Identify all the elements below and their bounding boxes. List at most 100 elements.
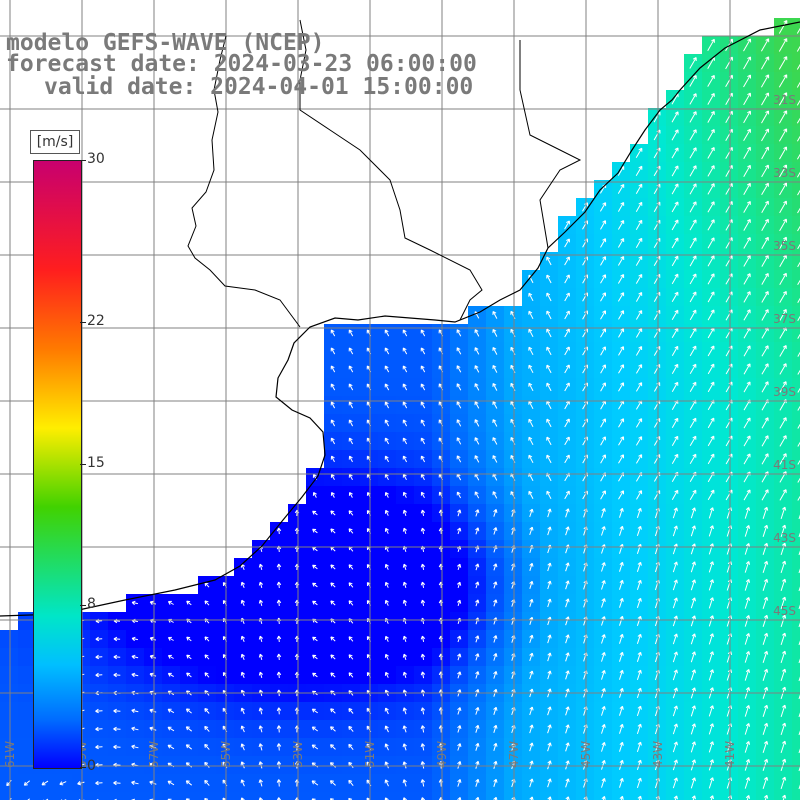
wind-arrow (348, 491, 353, 498)
wind-arrow (707, 255, 715, 267)
wind-arrow (617, 220, 625, 230)
wind-arrow (635, 255, 643, 266)
wind-arrow (348, 365, 354, 373)
wind-arrow (689, 363, 697, 375)
wind-arrow (493, 509, 498, 517)
wind-arrow (311, 780, 319, 786)
wind-arrow (797, 369, 800, 375)
wind-arrow (384, 527, 389, 534)
wind-arrow (204, 708, 210, 714)
colorbar-tickmark (80, 464, 86, 465)
wind-arrow (708, 525, 714, 537)
wind-arrow (456, 455, 462, 463)
wind-arrow (672, 669, 678, 681)
speed-cell (792, 36, 800, 55)
wind-arrow (258, 779, 263, 787)
wind-arrow (672, 723, 678, 735)
wind-arrow (672, 705, 678, 717)
wind-arrow (601, 580, 606, 590)
wind-arrow (240, 743, 245, 751)
wind-arrow (565, 526, 570, 536)
wind-arrow (707, 435, 715, 447)
wind-arrow (796, 117, 800, 124)
wind-arrow (708, 597, 714, 609)
wind-arrow (529, 724, 534, 734)
wind-arrow (671, 489, 679, 500)
speed-cell (144, 792, 163, 800)
wind-arrow (601, 760, 606, 770)
wind-arrow (743, 164, 751, 177)
wind-arrow (601, 724, 606, 734)
speed-cell (522, 792, 541, 800)
wind-arrow (564, 418, 570, 428)
wind-arrow (474, 365, 480, 373)
wind-arrow (420, 779, 426, 787)
speed-cell (792, 468, 800, 487)
wind-arrow (779, 164, 788, 178)
colorbar-unit: [m/s] (30, 130, 80, 154)
wind-arrow (796, 99, 800, 106)
speed-cell (792, 594, 800, 613)
wind-arrow (24, 798, 31, 800)
wind-arrow (565, 724, 570, 734)
wind-arrow (707, 201, 715, 213)
wind-arrow (186, 672, 192, 678)
speed-cell (792, 144, 800, 163)
wind-arrow (689, 165, 697, 177)
wind-arrow (492, 328, 498, 337)
speed-cell (792, 378, 800, 397)
wind-arrow (796, 45, 800, 52)
wind-arrow (547, 562, 552, 572)
wind-arrow (635, 183, 643, 195)
wind-arrow (744, 777, 751, 789)
wind-arrow (348, 528, 354, 534)
wind-arrow (601, 526, 606, 536)
wind-arrow (240, 581, 245, 588)
wind-arrow (689, 237, 697, 249)
wind-arrow (636, 615, 642, 626)
wind-arrow (95, 636, 103, 642)
wind-arrow (456, 635, 462, 643)
wind-arrow (329, 780, 336, 786)
wind-arrow (258, 743, 263, 751)
wind-arrow (348, 437, 354, 445)
wind-arrow (456, 347, 462, 355)
colorbar-tick-label: 22 (87, 313, 105, 329)
wind-arrow (761, 381, 769, 393)
wind-arrow (779, 381, 787, 393)
wind-arrow (204, 725, 210, 732)
wind-arrow (672, 615, 678, 627)
speed-cell (18, 738, 37, 757)
speed-cell (684, 792, 703, 800)
wind-arrow (707, 92, 715, 105)
wind-arrow (547, 670, 552, 680)
wind-arrow (618, 436, 625, 446)
speed-cell (342, 792, 361, 800)
wind-arrow (547, 580, 552, 590)
wind-arrow (636, 633, 642, 644)
latitude-label: 39S (773, 385, 796, 399)
speed-cell (18, 792, 37, 800)
latitude-label: 37S (773, 312, 796, 326)
wind-arrow (708, 615, 714, 627)
wind-arrow (743, 363, 751, 375)
wind-arrow (743, 345, 751, 357)
wind-arrow (240, 599, 245, 606)
wind-arrow (690, 759, 696, 771)
wind-arrow (600, 292, 606, 302)
wind-arrow (276, 635, 282, 643)
wind-arrow (348, 383, 354, 391)
wind-arrow (258, 725, 263, 733)
wind-arrow (619, 633, 624, 644)
wind-arrow (744, 705, 751, 717)
wind-arrow (779, 417, 787, 429)
wind-arrow (707, 219, 715, 231)
wind-arrow (689, 381, 697, 393)
wind-arrow (420, 599, 426, 607)
wind-arrow (113, 726, 121, 732)
wind-arrow (760, 74, 770, 88)
wind-arrow (619, 741, 624, 752)
wind-arrow (796, 81, 800, 88)
wind-arrow (689, 273, 697, 285)
wind-arrow (601, 598, 606, 608)
